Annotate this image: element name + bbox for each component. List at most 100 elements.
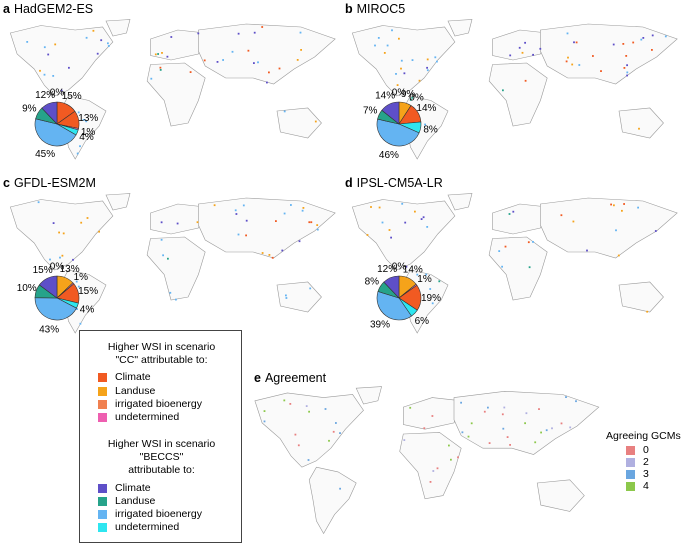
pie-label: 45% [35,149,55,160]
beccs-heading-line3: attributable to: [128,464,195,476]
continent-outline [351,25,456,97]
continent-outline [492,203,548,235]
grid-cell [166,55,169,58]
panel-c-title: c GFDL-ESM2M [3,176,96,190]
grid-cell [335,422,337,424]
grid-cell [623,203,625,205]
grid-cell [509,444,511,446]
grid-cell [521,51,524,54]
pie-label: 0% [392,88,407,99]
grid-cell [316,228,319,231]
pie-slice [38,275,58,299]
grid-cell [328,439,330,442]
panel-letter: a [3,2,10,16]
grid-cell [545,429,548,432]
grid-cell [52,222,55,224]
grid-cell [396,84,399,86]
beccs-heading-line2: "BECCS" [139,451,184,463]
grid-cell [75,280,78,283]
grid-cell [626,64,628,67]
grid-cell [575,41,578,44]
pie-label: 39% [370,319,390,330]
continent-outline [105,19,131,37]
pie-label: 15% [62,91,82,102]
grid-cell [502,89,504,92]
grid-cell [569,426,572,429]
grid-cell [242,204,245,207]
legend-label: undetermined [115,411,180,423]
grid-cell [170,36,173,38]
grid-cell [235,213,238,215]
grid-cell [307,459,310,461]
grid-cell [405,265,408,268]
grid-cell [411,96,414,99]
pie-slice [383,275,400,299]
continent-outline [308,466,357,535]
grid-cell [68,66,70,69]
swatch [626,481,635,491]
grid-cell [426,69,429,72]
grid-cell [623,67,626,69]
continent-outline [351,199,456,271]
grid-cell [332,430,335,433]
pie-label: 6% [415,316,430,327]
grid-cell [638,127,640,130]
grid-cell [86,217,89,219]
grid-cell [100,39,103,42]
grid-cell [426,66,428,69]
grid-cell [96,52,99,55]
grid-cell [263,410,266,412]
grid-cell [339,487,341,490]
grid-cell [488,442,491,444]
grid-cell [80,221,83,224]
grid-cell [409,406,412,409]
cc-heading-line2: "CC" attributable to: [115,354,208,366]
grid-cell [509,54,512,57]
grid-cell [578,64,581,66]
grid-cell [76,308,78,310]
panel-a-title: a HadGEM2-ES [3,2,93,16]
agreement-legend-title: Agreeing GCMs [606,430,681,442]
grid-cell [431,302,434,305]
world-map-panel-b: 9%0%14%8%46%7%14%0% [351,19,678,161]
grid-cell [416,273,419,276]
grid-cell [567,56,569,59]
grid-cell [283,399,286,402]
continent-outline [276,107,322,139]
continent-outline [618,107,664,139]
grid-cell [263,420,266,423]
continent-outline [146,236,206,301]
grid-cell [26,41,29,43]
grid-cell [572,220,575,223]
grid-cell [460,401,462,404]
continent-outline [618,281,664,313]
continent-outline [276,281,322,313]
legend-label: Climate [115,371,151,383]
grid-cell [506,436,509,438]
panel-title-text: HadGEM2-ES [13,2,94,16]
grid-cell [253,62,255,64]
agree-label: 4 [643,480,649,492]
grid-cell [49,258,51,261]
pie-label: 8% [423,125,438,136]
swatch [98,412,107,422]
grid-cell [299,31,302,34]
grid-cell [483,410,486,413]
panel-letter: e [254,371,261,385]
grid-cell [285,294,287,297]
grid-cell [487,406,489,409]
grid-cell [617,254,620,257]
grid-cell [571,63,574,66]
grid-cell [575,400,577,403]
world-map-panel-d: 14%1% 19% 6% 39% 8% 12%0% [351,193,678,334]
pie-label: 9% [22,104,37,115]
continent-outline [355,386,382,405]
grid-cell [642,37,645,39]
pie-slice [376,291,412,321]
grid-cell [651,49,653,51]
grid-cell [632,41,635,44]
grid-cell [47,53,50,56]
panel-letter: c [3,176,10,190]
grid-cell [281,249,284,252]
grid-cell [501,265,503,268]
